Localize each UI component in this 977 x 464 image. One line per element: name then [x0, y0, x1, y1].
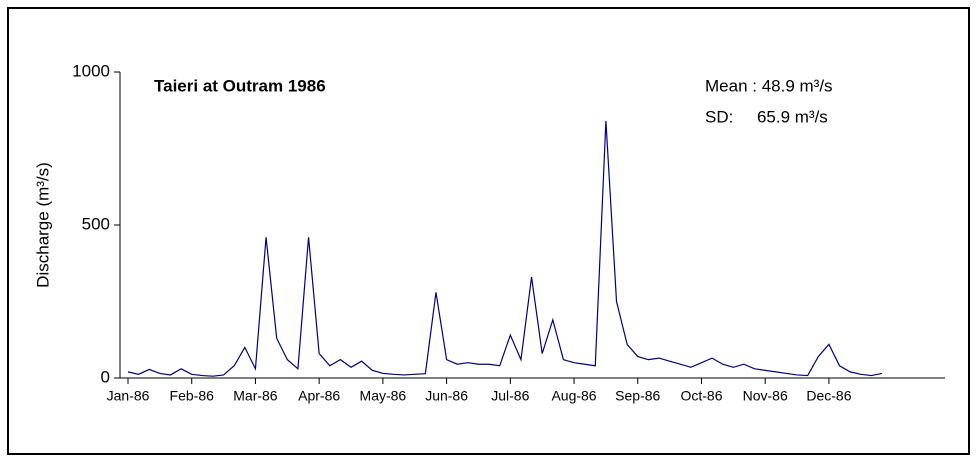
x-tick-label: Oct-86 — [680, 388, 722, 404]
x-tick-label: Jun-86 — [425, 388, 468, 404]
x-tick-label: Aug-86 — [551, 388, 596, 404]
x-tick-label: Apr-86 — [298, 388, 340, 404]
x-tick-label: Mar-86 — [233, 388, 278, 404]
x-tick-label: Sep-86 — [615, 388, 660, 404]
x-tick-label: Jan-86 — [107, 388, 150, 404]
x-tick-label: Dec-86 — [806, 388, 851, 404]
annotation: Mean : 48.9 m³/s — [705, 76, 833, 95]
data-line — [127, 120, 883, 377]
x-tick-label: Jul-86 — [491, 388, 529, 404]
x-tick-label: Feb-86 — [170, 388, 215, 404]
y-axis-label: Discharge (m³/s) — [33, 162, 52, 288]
x-tick-label: Nov-86 — [743, 388, 788, 404]
y-tick-label: 0 — [101, 367, 110, 386]
x-tick-label: May-86 — [360, 388, 407, 404]
chart-frame — [7, 7, 970, 455]
y-tick-label: 1000 — [72, 61, 110, 80]
y-tick-label: 500 — [82, 214, 110, 233]
chart-title: Taieri at Outram 1986 — [154, 76, 326, 95]
annotation: SD: 65.9 m³/s — [705, 107, 828, 126]
